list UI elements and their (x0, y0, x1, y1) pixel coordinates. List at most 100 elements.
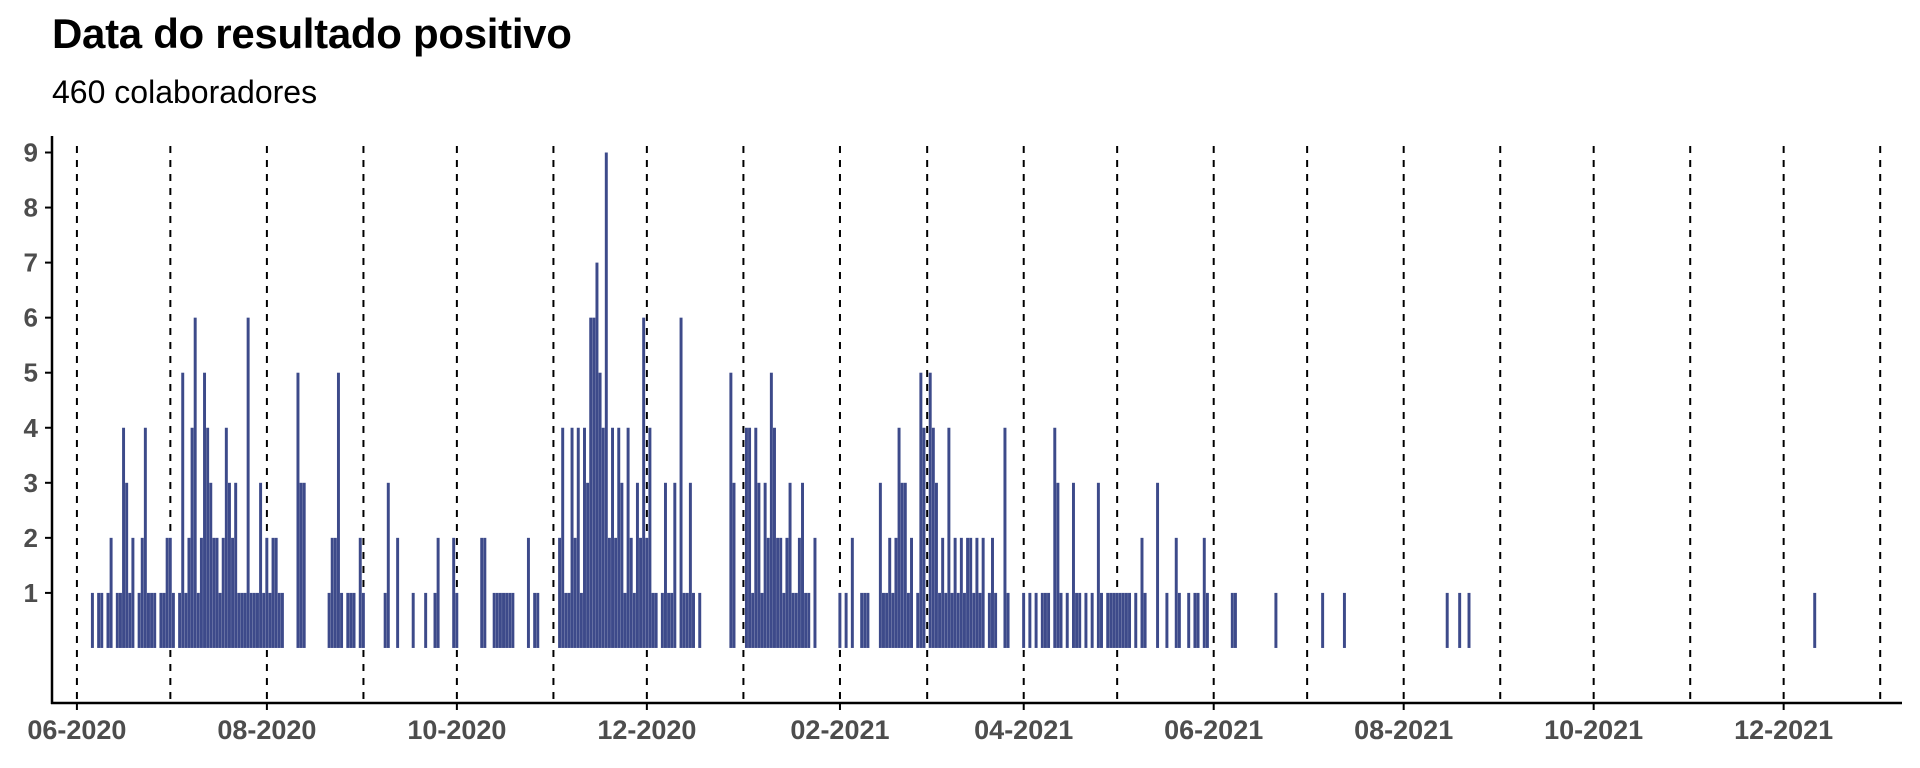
bar (564, 592, 568, 648)
bar (801, 482, 804, 648)
bar (1056, 482, 1060, 648)
bar (265, 537, 269, 648)
bar (966, 537, 970, 648)
bar (215, 537, 219, 648)
x-tick-label: 04-2021 (974, 715, 1073, 745)
bar (1040, 592, 1044, 648)
y-tick-label: 8 (24, 193, 38, 223)
bar (1177, 592, 1181, 648)
bar (280, 592, 284, 648)
bar (262, 592, 266, 648)
bar (651, 592, 655, 648)
bar (386, 482, 390, 648)
bar (1813, 592, 1817, 648)
bar (296, 372, 300, 648)
bar (90, 592, 94, 648)
bar (436, 537, 440, 648)
y-tick-label: 6 (24, 303, 38, 333)
bar (897, 427, 901, 648)
bar (850, 537, 854, 648)
bar (804, 592, 808, 648)
bar (1043, 592, 1047, 648)
bar (452, 537, 456, 648)
bar (1143, 592, 1147, 648)
bar (981, 537, 985, 648)
bar (794, 592, 798, 648)
bar (757, 482, 761, 648)
bar (1109, 592, 1113, 648)
bar (1075, 592, 1079, 648)
bar (732, 482, 736, 648)
bar (692, 592, 695, 648)
bar (642, 317, 646, 648)
bar (688, 482, 692, 648)
bar (576, 427, 580, 648)
bar (221, 537, 225, 648)
bar (383, 592, 387, 648)
bar (424, 592, 428, 648)
bar (106, 592, 110, 648)
bar (1084, 592, 1088, 648)
bar (866, 592, 870, 648)
bar (327, 592, 331, 648)
bar (1071, 482, 1075, 648)
bar (769, 372, 773, 648)
y-tick-label: 5 (24, 358, 38, 388)
bar (776, 537, 780, 648)
bar (579, 592, 583, 648)
bar (508, 592, 512, 648)
bar (604, 152, 608, 648)
bar (766, 537, 770, 648)
bar (882, 592, 885, 648)
chart-title: Data do resultado positivo (52, 10, 572, 57)
bar (536, 592, 540, 648)
bar (1028, 592, 1032, 648)
bar (1115, 592, 1119, 648)
bar (729, 372, 733, 648)
bar (299, 482, 303, 648)
bar (626, 427, 630, 648)
bar (1059, 592, 1063, 648)
bar (782, 592, 786, 648)
bar (115, 592, 119, 648)
bar (178, 592, 182, 648)
bar (620, 482, 624, 648)
bar (1202, 537, 1206, 648)
bar (888, 537, 892, 648)
bar (1140, 537, 1144, 648)
bar (1187, 592, 1191, 648)
bar (1096, 482, 1100, 648)
bar (187, 537, 191, 648)
bar (894, 537, 898, 648)
bar (1121, 592, 1125, 648)
bar (972, 592, 976, 648)
bar (685, 592, 689, 648)
bar (1445, 592, 1449, 648)
bar (358, 537, 362, 648)
bar (131, 537, 135, 648)
bar (1090, 592, 1094, 648)
y-tick-label: 4 (24, 413, 39, 443)
bar (227, 482, 231, 648)
bar (763, 482, 767, 648)
bar (592, 317, 596, 648)
bar (165, 537, 169, 648)
x-tick-label: 12-2021 (1734, 715, 1833, 745)
bar (617, 427, 621, 648)
bar (1118, 592, 1122, 648)
bar (934, 482, 938, 648)
bar (162, 592, 166, 648)
bar (670, 592, 674, 648)
bar (346, 592, 350, 648)
bar (891, 592, 895, 648)
bar (1112, 592, 1116, 648)
bar (1034, 592, 1038, 648)
bar (953, 537, 957, 648)
bar (246, 317, 250, 648)
bar (629, 537, 633, 648)
bar (1047, 592, 1051, 648)
bar (137, 592, 141, 648)
bar (906, 592, 910, 648)
bar (928, 372, 932, 648)
